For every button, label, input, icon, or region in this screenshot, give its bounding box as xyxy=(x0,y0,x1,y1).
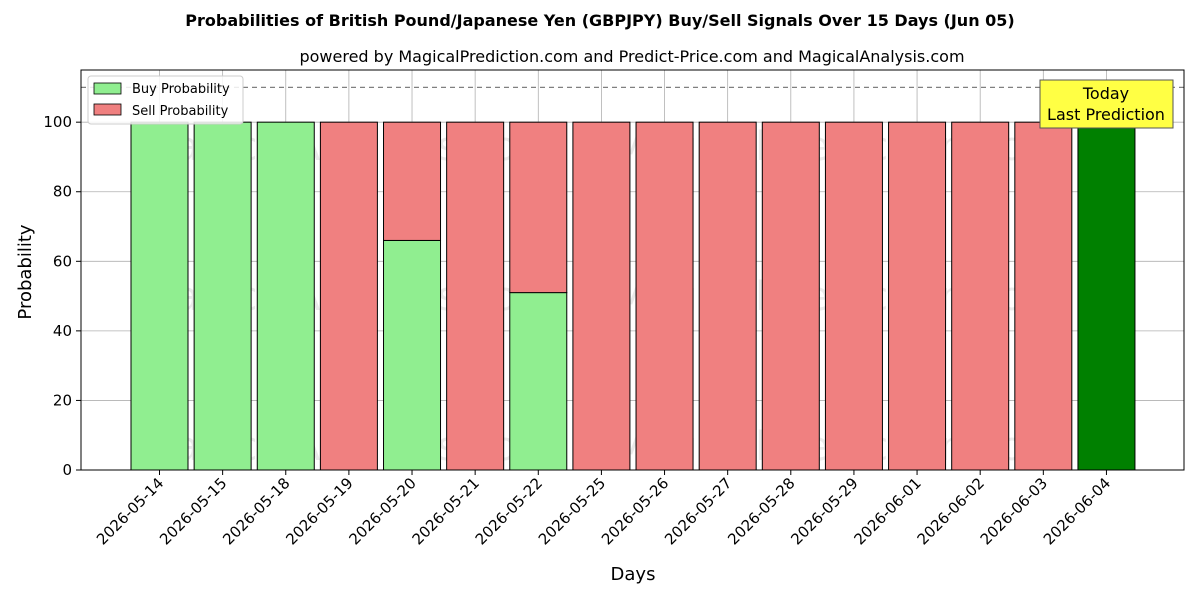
bar-buy-2026-05-15 xyxy=(193,121,252,471)
x-tick-label: 2026-05-29 xyxy=(787,474,861,548)
x-tick-label: 2026-06-02 xyxy=(914,474,988,548)
bar-buy-2026-05-22 xyxy=(509,292,568,471)
x-tick-label: 2026-05-27 xyxy=(661,474,735,548)
y-tick-label: 20 xyxy=(53,391,72,409)
plot-frame xyxy=(80,69,1185,471)
annotation-line-2: Last Prediction xyxy=(1047,105,1165,124)
legend-swatch-buy xyxy=(93,82,122,95)
x-axis-ticks: 2026-05-142026-05-152026-05-182026-05-19… xyxy=(93,470,1114,548)
x-tick-label: 2026-05-14 xyxy=(93,474,167,548)
x-tick-label: 2026-06-04 xyxy=(1040,474,1114,548)
x-tick-label: 2026-05-21 xyxy=(409,474,483,548)
annotation-line-1: Today xyxy=(1082,84,1129,103)
bar-sell-2026-06-03 xyxy=(1014,121,1073,471)
bar-buy-2026-05-14 xyxy=(130,121,189,471)
bar-sell-2026-05-28 xyxy=(761,121,820,471)
y-tick-label: 40 xyxy=(53,322,72,340)
x-tick-label: 2026-05-15 xyxy=(156,474,230,548)
chart-subtitle: powered by MagicalPrediction.com and Pre… xyxy=(299,47,964,66)
x-tick-label: 2026-05-25 xyxy=(535,474,609,548)
x-tick-label: 2026-05-19 xyxy=(282,474,356,548)
y-tick-label: 0 xyxy=(62,461,72,479)
bar-buy-2026-06-04 xyxy=(1077,121,1136,471)
bar-buy-2026-05-20 xyxy=(383,239,442,471)
bar-sell-2026-05-29 xyxy=(824,121,883,471)
legend: Buy Probability Sell Probability xyxy=(87,75,244,125)
bar-sell-2026-05-21 xyxy=(446,121,505,471)
bar-sell-2026-05-26 xyxy=(635,121,694,471)
y-tick-label: 80 xyxy=(53,183,72,201)
x-tick-label: 2026-06-03 xyxy=(977,474,1051,548)
x-tick-label: 2026-05-26 xyxy=(598,474,672,548)
legend-label-sell: Sell Probability xyxy=(132,104,229,119)
chart-title: Probabilities of British Pound/Japanese … xyxy=(185,11,1014,30)
x-tick-label: 2026-05-28 xyxy=(724,474,798,548)
annotation-box xyxy=(1039,79,1174,129)
x-tick-label: 2026-06-01 xyxy=(851,474,925,548)
x-tick-label: 2026-05-20 xyxy=(345,474,419,548)
bar-sell-2026-05-27 xyxy=(698,121,757,471)
x-tick-label: 2026-05-18 xyxy=(219,474,293,548)
y-axis-label: Probability xyxy=(15,224,36,319)
legend-label-buy: Buy Probability xyxy=(132,82,230,97)
today-annotation: Today Last Prediction xyxy=(1039,79,1174,129)
bar-sell-2026-05-25 xyxy=(572,121,631,471)
x-axis-label: Days xyxy=(611,564,656,585)
bar-buy-2026-05-18 xyxy=(256,121,315,471)
legend-swatch-sell xyxy=(93,103,122,116)
y-tick-label: 60 xyxy=(53,252,72,270)
legend-box xyxy=(87,75,244,125)
y-tick-label: 100 xyxy=(43,113,72,131)
bar-sell-2026-05-22 xyxy=(509,121,568,294)
bar-sell-2026-06-02 xyxy=(951,121,1010,471)
y-axis-ticks: 0 20 40 60 80 100 xyxy=(43,113,81,479)
bar-sell-2026-06-01 xyxy=(888,121,947,471)
x-tick-label: 2026-05-22 xyxy=(472,474,546,548)
bars xyxy=(130,121,1136,471)
bar-sell-2026-05-19 xyxy=(319,121,378,471)
bar-sell-2026-05-20 xyxy=(383,121,442,241)
